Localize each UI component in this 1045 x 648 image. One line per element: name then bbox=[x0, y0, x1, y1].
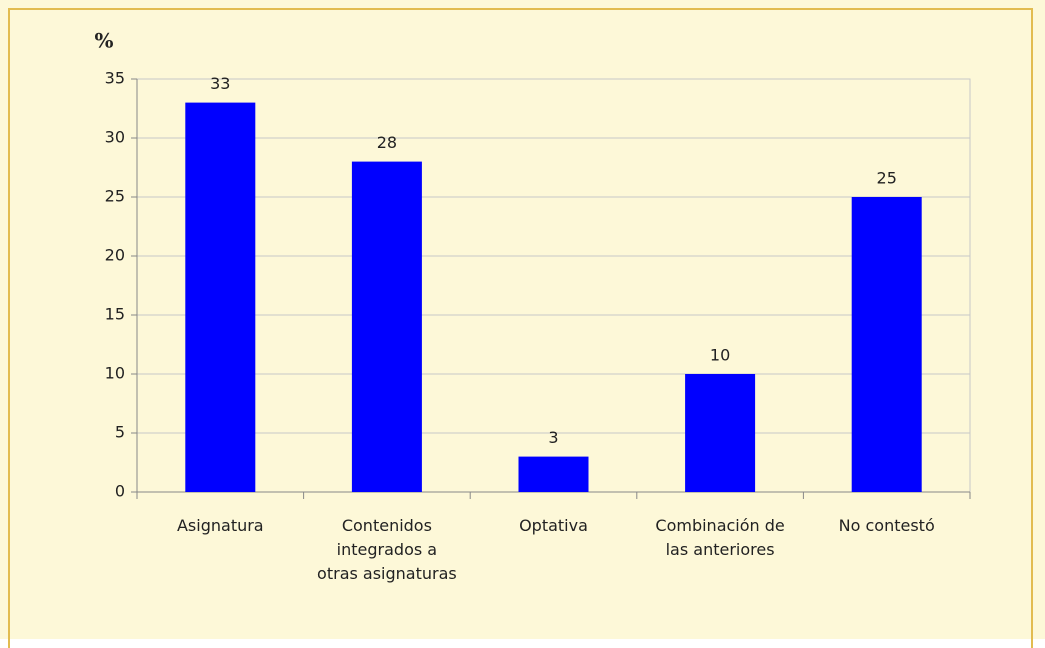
x-tick-label: No contestó bbox=[838, 516, 935, 535]
x-tick-label: Asignatura bbox=[176, 516, 264, 535]
bar bbox=[851, 197, 922, 492]
data-label: 28 bbox=[377, 133, 397, 152]
bar bbox=[518, 456, 589, 492]
y-tick-label: 35 bbox=[105, 69, 125, 88]
data-label: 33 bbox=[210, 74, 230, 93]
y-tick-label: 0 bbox=[115, 482, 125, 501]
bar bbox=[685, 374, 756, 492]
y-axis-label: % bbox=[94, 29, 113, 53]
x-tick-label: Combinación de las anteriores bbox=[655, 516, 785, 559]
y-tick-label: 15 bbox=[105, 305, 125, 324]
data-label: 25 bbox=[877, 169, 897, 188]
y-tick-label: 5 bbox=[115, 423, 125, 442]
y-tick-label: 25 bbox=[105, 187, 125, 206]
data-label: 10 bbox=[710, 346, 730, 365]
x-tick-label: Optativa bbox=[519, 516, 588, 535]
data-label: 3 bbox=[548, 428, 558, 447]
y-tick-label: 30 bbox=[105, 128, 125, 147]
frame bbox=[8, 8, 1033, 648]
bar bbox=[185, 102, 256, 492]
bar bbox=[351, 161, 422, 492]
y-tick-label: 20 bbox=[105, 246, 125, 265]
x-tick-label: Contenidos integrados a otras asignatura… bbox=[317, 516, 457, 583]
y-tick-label: 10 bbox=[105, 364, 125, 383]
